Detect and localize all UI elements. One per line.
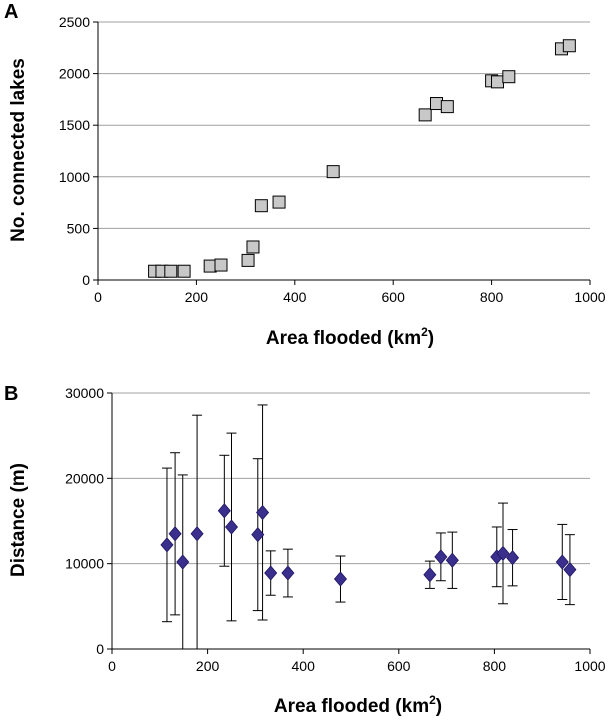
data-point (251, 527, 265, 543)
panel-b-x-tick-label: 600 (387, 658, 411, 674)
panel-a-label: A (4, 1, 18, 23)
panel-a-x-tick-label: 1000 (574, 289, 605, 305)
panel-a: A No. connected lakes Area flooded (km2)… (4, 1, 606, 349)
panel-a-y-tick-label: 500 (67, 220, 91, 236)
panel-b-x-tick-label: 0 (108, 658, 116, 674)
data-point (502, 70, 516, 84)
data-point (176, 554, 190, 570)
panel-b-x-tick-label: 1000 (574, 658, 605, 674)
data-point (256, 504, 270, 521)
data-point (333, 571, 348, 587)
data-point (254, 199, 268, 213)
panel-b-x-axis-label: Area flooded (km2) (274, 693, 442, 717)
data-point (563, 562, 577, 578)
data-point (326, 165, 340, 179)
panel-a-x-axis-label: Area flooded (km2) (266, 325, 434, 349)
data-point (241, 253, 255, 267)
data-point (177, 264, 191, 278)
panel-a-y-tick-label: 0 (82, 272, 90, 288)
panel-a-x-tick-label: 200 (185, 289, 209, 305)
panel-a-x-tick-label: 400 (283, 289, 307, 305)
data-point (491, 75, 505, 89)
data-point (168, 526, 182, 542)
data-point (203, 259, 217, 273)
panel-b-y-tick-label: 20000 (65, 470, 104, 486)
panel-b-label: B (4, 383, 18, 405)
data-point (160, 537, 174, 553)
data-point (562, 39, 576, 53)
data-point (440, 100, 454, 114)
data-point (418, 108, 432, 122)
panel-a-y-tick-label: 2000 (59, 66, 90, 82)
data-point (445, 552, 459, 568)
data-point (434, 549, 448, 565)
data-point (496, 545, 510, 562)
data-point (429, 97, 443, 111)
data-point (272, 195, 286, 209)
data-point (246, 240, 260, 254)
panel-b: B Distance (m) Area flooded (km2) 010000… (4, 383, 606, 717)
data-point (190, 526, 204, 542)
data-point (423, 567, 437, 583)
data-point (555, 554, 569, 570)
panel-b-x-tick-label: 800 (483, 658, 507, 674)
panel-a-x-tick-label: 600 (382, 289, 406, 305)
data-point (224, 519, 239, 535)
panel-a-y-tick-label: 2500 (59, 14, 90, 30)
data-point (217, 503, 231, 519)
data-point (281, 565, 295, 581)
panel-b-x-tick-label: 400 (292, 658, 316, 674)
panel-b-x-tick-label: 200 (196, 658, 220, 674)
panel-a-y-tick-label: 1000 (59, 169, 90, 185)
panel-a-y-tick-label: 1500 (59, 117, 90, 133)
data-point (214, 258, 228, 272)
data-point (164, 264, 178, 278)
panel-a-x-tick-label: 0 (94, 289, 102, 305)
panel-b-y-tick-label: 10000 (65, 556, 104, 572)
panel-a-x-tick-label: 800 (480, 289, 504, 305)
panel-b-y-tick-label: 0 (96, 641, 104, 657)
panel-b-y-tick-label: 30000 (65, 385, 104, 401)
data-point (506, 550, 520, 566)
data-point (264, 565, 278, 581)
panel-b-y-axis-label: Distance (m) (8, 463, 29, 577)
panel-a-y-axis-label: No. connected lakes (8, 58, 29, 242)
